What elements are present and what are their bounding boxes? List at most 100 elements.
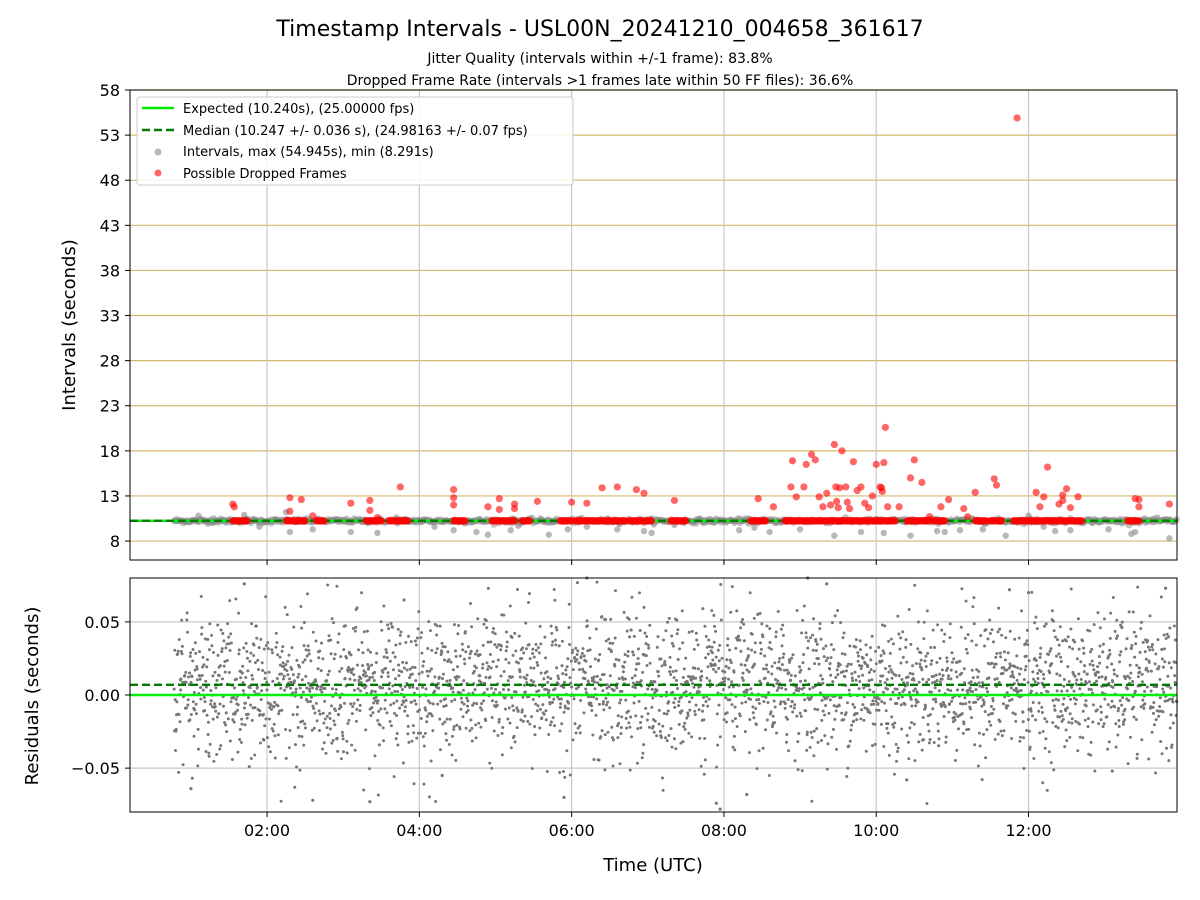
residual-point [862,686,866,690]
residual-point [280,649,284,653]
residual-point [972,596,976,600]
residual-point [419,636,423,640]
residual-point [523,690,527,694]
dropped-frame-band-point [510,517,519,525]
residual-point [546,675,550,679]
residual-point [249,757,253,761]
residual-point [240,671,244,675]
residual-point [311,686,315,690]
residual-point [560,639,564,643]
residual-point [1159,739,1163,743]
residual-point [661,724,665,728]
residual-point [783,702,787,706]
residual-point [408,676,412,680]
residual-point [1131,680,1135,684]
residual-point [820,698,824,702]
residual-point [645,664,649,668]
residual-point [216,623,220,627]
residual-point [353,748,357,752]
residual-point [772,721,776,725]
interval-outlier [941,528,948,536]
residual-point [605,686,609,690]
residual-point [672,737,676,741]
residual-point [710,651,714,655]
residual-point [796,740,800,744]
residual-point [222,704,226,708]
residual-point [461,688,465,692]
residual-point [196,727,200,731]
residual-point [208,622,212,626]
residual-point [322,741,326,745]
residual-point [664,736,668,740]
interval-outlier [347,528,355,536]
residual-point [824,659,828,663]
residual-point [480,702,484,706]
residual-point [997,606,1001,610]
residual-point [253,753,257,757]
residual-point [400,703,404,707]
residual-point [639,720,643,724]
residual-point [936,722,940,726]
residual-point [1167,635,1171,639]
residual-point [767,691,771,695]
residual-point [549,720,553,724]
residual-point [1054,654,1058,658]
residual-point [886,731,890,735]
residual-point [346,669,350,673]
residual-point [629,715,633,719]
residual-point [1132,630,1136,634]
residual-point [382,604,386,608]
residual-point [248,659,252,663]
residual-point [1019,735,1023,739]
residual-point [244,675,248,679]
residual-point [1038,731,1042,735]
residual-point [1140,672,1144,676]
residual-point [1118,699,1122,703]
dropped-frame-point [872,460,880,468]
residual-point [1079,677,1083,681]
residual-point [597,702,601,706]
residual-point [373,670,377,674]
residual-point [765,663,769,667]
residual-point [950,651,954,655]
residual-point [303,722,307,726]
residual-point [624,716,628,720]
residual-point [215,678,219,682]
residual-point [833,614,837,618]
residual-point [871,699,875,703]
residual-point [841,636,845,640]
residual-point [1051,698,1055,702]
residual-point [379,675,383,679]
residual-point [722,718,726,722]
residual-point [387,687,391,691]
residual-point [376,718,380,722]
residual-point [753,641,757,645]
x-tick-label: 12:00 [1005,821,1051,840]
residual-point [838,663,842,667]
residual-point [603,768,607,772]
residual-point [743,730,747,734]
x-tick-label: 02:00 [244,821,290,840]
residual-point [283,605,287,609]
residual-point [360,591,364,595]
residual-point [307,648,311,652]
residual-point [1065,739,1069,743]
residual-point [531,651,535,655]
residual-point [925,609,929,613]
x-axis-label: Time (UTC) [602,855,703,876]
residual-point [230,758,234,762]
residual-point [500,732,504,736]
residual-point [575,581,579,585]
residual-point [395,732,399,736]
y-tick-label: 43 [100,216,120,235]
residual-point [861,673,865,677]
residual-point [953,759,957,763]
interval-outlier [583,523,591,530]
residual-point [353,629,357,633]
residual-point [348,677,352,681]
residual-point [434,651,438,655]
residual-point [726,643,730,647]
residual-point [1099,718,1103,722]
residual-point [942,715,946,719]
residual-point [810,799,814,803]
